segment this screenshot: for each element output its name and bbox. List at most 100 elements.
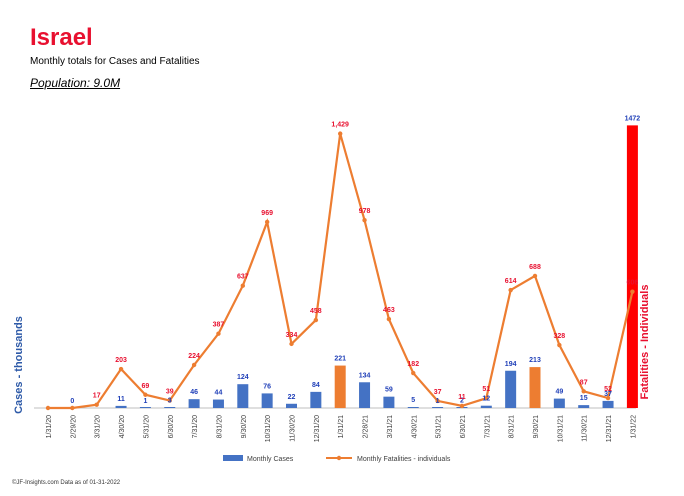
legend-fatalities-marker [336, 455, 342, 461]
x-tick-label: 11/30/20 [290, 415, 297, 442]
x-tick-label: 6/30/20 [168, 415, 175, 438]
x-tick-label: 7/31/21 [484, 415, 491, 438]
x-tick-label: 4/30/20 [119, 415, 126, 438]
legend-cases-label: Monthly Cases [247, 456, 294, 463]
cases-bar [626, 125, 638, 408]
fatalities-point [313, 317, 319, 323]
cases-bar [359, 382, 371, 408]
x-tick-label: 1/31/20 [46, 415, 53, 438]
cases-bar [383, 396, 395, 408]
fatalities-point [191, 362, 197, 368]
case-data-label: 22 [288, 394, 296, 401]
cases-bar [602, 400, 614, 408]
case-data-label: 44 [215, 390, 223, 397]
right-axis-title: Fatalities - Individuals [639, 285, 651, 400]
x-tick-label: 10/31/21 [557, 415, 564, 442]
x-tick-label: 1/31/22 [630, 415, 637, 438]
fatality-data-label: 969 [261, 210, 273, 217]
x-tick-label: 10/31/20 [265, 415, 272, 442]
fatalities-point [630, 289, 635, 294]
x-tick-label: 6/30/21 [460, 415, 467, 438]
fatalities-point [435, 398, 440, 404]
fatality-data-label: 458 [310, 308, 322, 315]
fatalities-point [240, 283, 245, 288]
fatalities-point [94, 402, 99, 407]
x-tick-label: 2/29/20 [70, 415, 77, 438]
fatality-data-label: 51 [482, 386, 490, 393]
case-data-label: 1 [436, 398, 440, 405]
x-tick-label: 2/28/21 [363, 415, 370, 438]
fatalities-point [605, 395, 611, 401]
fatalities-point [532, 273, 538, 279]
fatalities-point [289, 341, 294, 347]
fatality-data-label: 203 [115, 357, 127, 364]
cases-bar [164, 407, 176, 408]
case-data-label: 49 [555, 389, 563, 396]
fatalities-point [411, 370, 416, 376]
case-data-label: 5 [411, 397, 415, 404]
fatality-data-label: 637 [237, 274, 249, 281]
fatality-data-label: 39 [166, 389, 174, 396]
fatality-data-label: 334 [286, 332, 298, 339]
cases-bar [334, 365, 346, 408]
case-data-label: 194 [505, 361, 517, 368]
fatality-data-label: 1,429 [331, 122, 349, 129]
case-data-label: 11 [117, 396, 125, 403]
fatalities-point [362, 218, 367, 223]
footer-credit: ©JF-Insights.com Data as of 01-31-2022 [12, 480, 121, 486]
fatality-data-label: 17 [93, 393, 101, 400]
case-data-label: 46 [190, 389, 198, 396]
x-tick-label: 1/31/21 [338, 415, 345, 438]
fatality-data-label: 224 [188, 353, 200, 360]
case-data-label: 12 [482, 396, 490, 403]
x-tick-label: 3/31/20 [95, 415, 102, 438]
fatalities-point [216, 331, 221, 336]
legend-fatalities-label: Monthly Fatalities - individuals [357, 456, 451, 463]
fatalities-point [118, 366, 124, 372]
x-tick-label: 12/31/21 [606, 415, 613, 442]
cases-bar [286, 403, 297, 408]
case-data-label: 0 [70, 398, 74, 405]
case-data-label: 134 [359, 372, 371, 379]
cases-bar [139, 407, 151, 408]
case-data-label: 1 [143, 398, 147, 405]
fatalities-point [386, 316, 392, 322]
fatalities-point [508, 287, 513, 293]
cases-bar [237, 384, 249, 408]
chart-subtitle: Monthly totals for Cases and Fatalities [30, 56, 200, 67]
case-data-label: 221 [334, 356, 346, 363]
population-label: Population: 9.0M [30, 76, 121, 90]
case-data-label: 124 [237, 374, 249, 381]
cases-bar [529, 367, 541, 408]
left-axis-title: Cases - thousands [13, 316, 25, 414]
x-tick-label: 8/31/20 [216, 415, 223, 438]
chart-title: Israel [30, 24, 93, 51]
legend-cases-swatch [223, 455, 243, 461]
fatality-data-label: 182 [407, 361, 419, 368]
case-data-label: 213 [529, 357, 541, 364]
fatalities-point [45, 405, 51, 411]
x-tick-label: 8/31/21 [509, 415, 516, 438]
case-data-label: 3 [168, 397, 172, 404]
cases-bar [480, 405, 492, 408]
fatality-data-label: 37 [434, 389, 442, 396]
cases-bar [432, 407, 444, 408]
fatalities-point [459, 403, 465, 409]
fatality-data-label: 87 [580, 379, 588, 386]
case-data-label: 37 [604, 391, 612, 398]
cases-bar [212, 399, 224, 408]
cases-bar [261, 393, 273, 408]
case-data-label: 59 [385, 387, 393, 394]
cases-bar [578, 405, 590, 408]
x-tick-label: 9/30/20 [241, 415, 248, 438]
x-tick-label: 11/30/21 [582, 415, 589, 442]
case-data-label: 84 [312, 382, 320, 389]
fatality-data-label: 463 [383, 307, 395, 314]
case-data-label: 2 [460, 398, 464, 405]
cases-bar [505, 370, 517, 408]
cases-bar [115, 405, 127, 408]
fatality-data-label: 69 [142, 383, 150, 390]
fatalities-point [143, 392, 148, 397]
x-tick-label: 5/31/20 [143, 415, 150, 438]
